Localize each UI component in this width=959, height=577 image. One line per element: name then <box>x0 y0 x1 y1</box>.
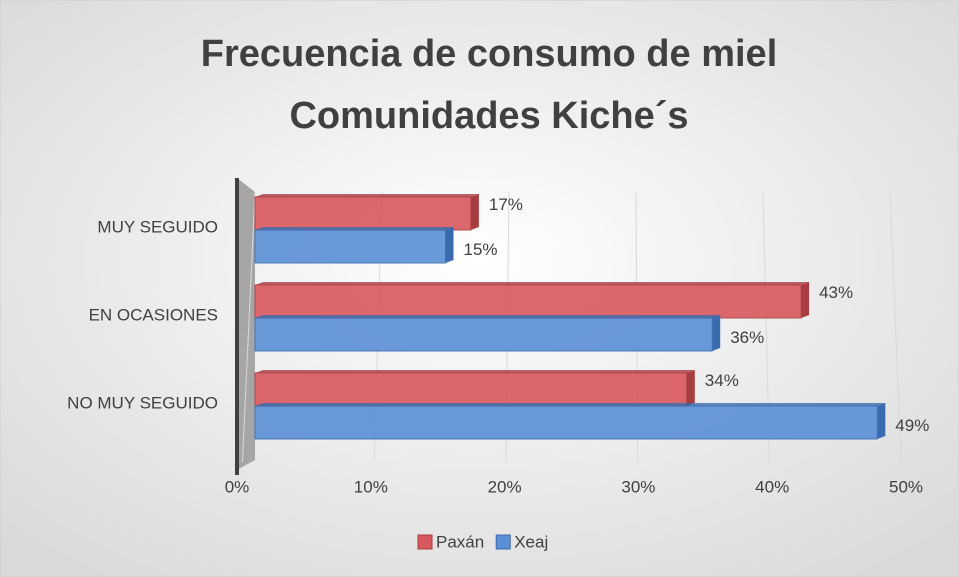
data-label: 49% <box>895 416 929 435</box>
bar-top <box>255 315 721 318</box>
bar-end <box>877 403 886 439</box>
y-tick-label: NO MUY SEGUIDO <box>67 393 218 412</box>
data-label: 17% <box>489 195 523 214</box>
data-label: 43% <box>819 283 853 302</box>
x-tick-label: 20% <box>488 477 522 496</box>
bar-end <box>686 370 695 406</box>
bar-top <box>255 227 454 230</box>
bar <box>254 317 713 352</box>
chart-title: Frecuencia de consumo de miel <box>201 33 778 75</box>
x-tick-label: 10% <box>354 477 388 496</box>
y-tick-label: EN OCASIONES <box>89 305 218 324</box>
bar <box>254 196 472 231</box>
bar-top <box>255 282 810 285</box>
bar-end <box>470 194 479 230</box>
side-wall <box>237 178 255 470</box>
bar-end <box>801 282 810 318</box>
data-label: 34% <box>705 371 739 390</box>
bar-end <box>712 315 721 351</box>
bar-top <box>255 194 479 197</box>
bar-top <box>255 370 695 373</box>
bar <box>254 405 878 440</box>
x-tick-label: 40% <box>755 477 789 496</box>
legend-swatch <box>495 534 511 550</box>
bar <box>254 229 446 264</box>
data-label: 15% <box>464 240 498 259</box>
data-label: 36% <box>730 328 764 347</box>
grid-line <box>889 191 902 463</box>
legend-swatch <box>417 534 433 550</box>
y-tick-label: MUY SEGUIDO <box>97 217 218 236</box>
legend-label: Paxán <box>436 532 484 551</box>
bar-top <box>255 403 886 406</box>
legend-label: Xeaj <box>514 532 548 551</box>
bar-end <box>445 227 454 263</box>
x-tick-label: 50% <box>889 477 923 496</box>
bar <box>254 284 802 319</box>
chart-title: Comunidades Kiche´s <box>289 95 688 137</box>
bar <box>254 372 688 407</box>
grid-line <box>241 191 256 463</box>
x-tick-label: 30% <box>621 477 655 496</box>
x-tick-label: 0% <box>225 477 250 496</box>
